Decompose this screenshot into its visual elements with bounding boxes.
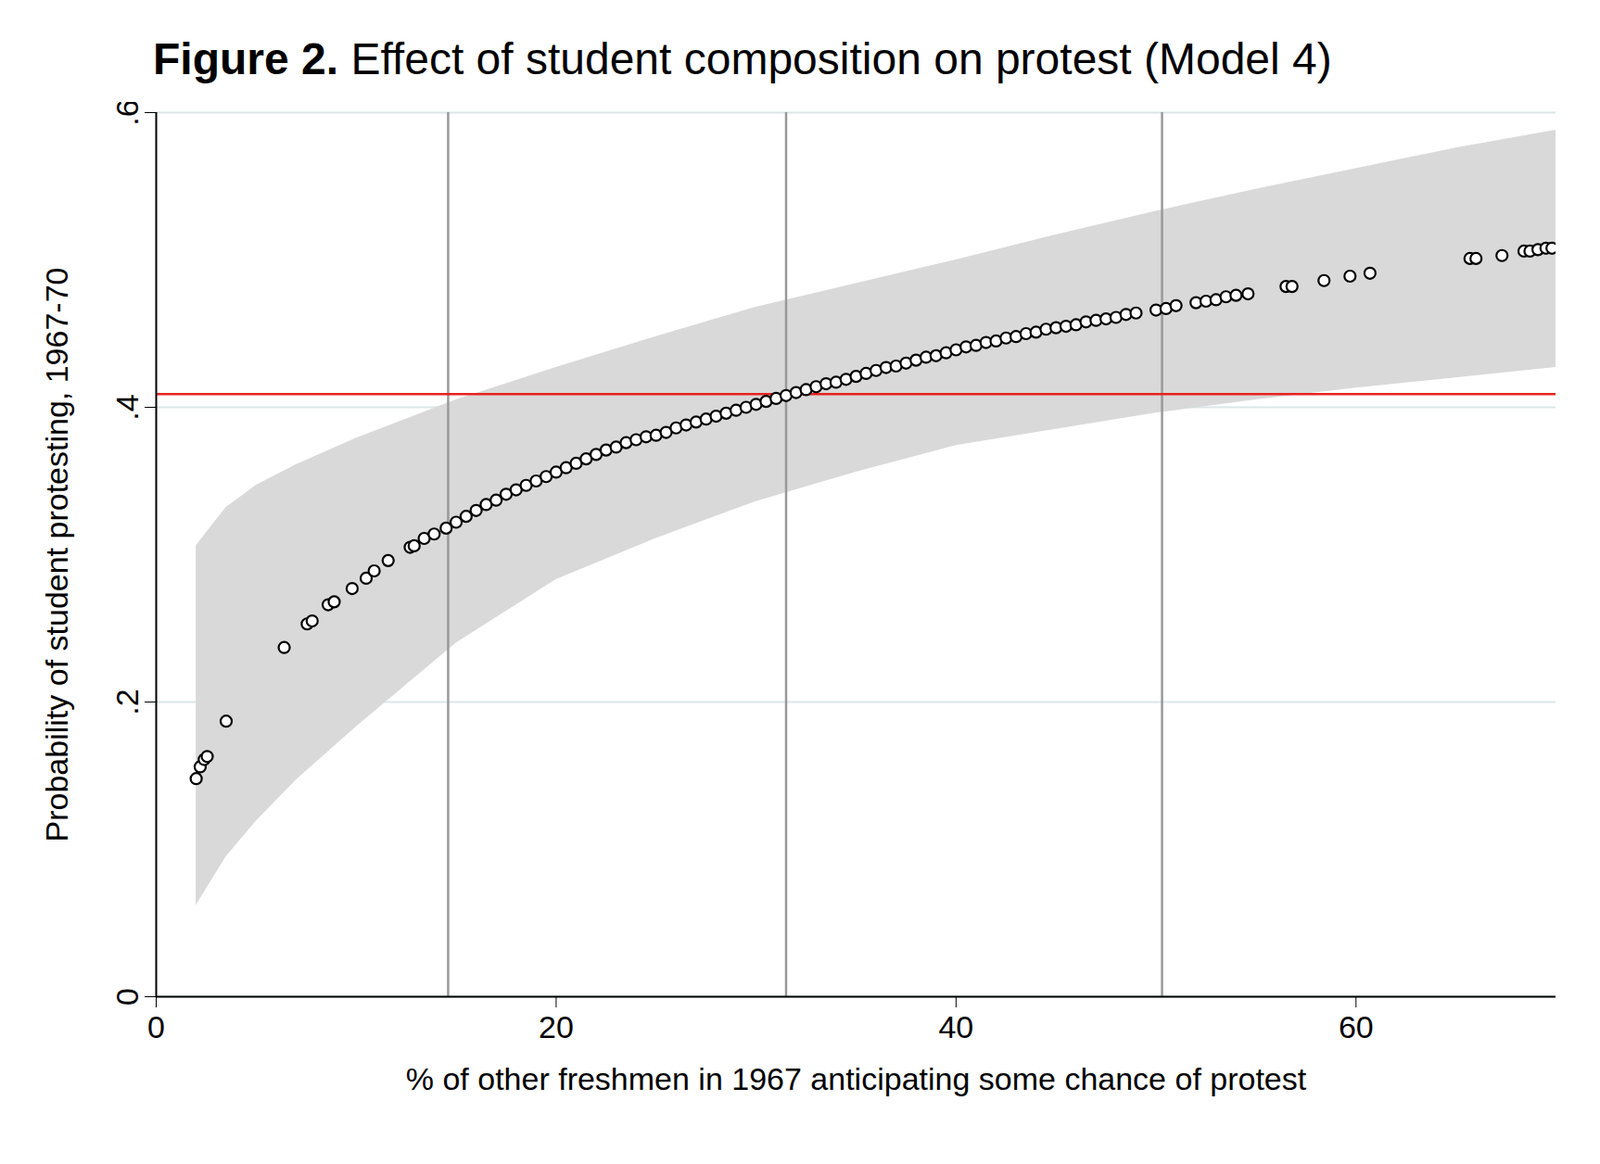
svg-text:Probability of student protest: Probability of student protesting, 1967-… (38, 267, 75, 843)
svg-text:0: 0 (109, 988, 145, 1006)
svg-text:.6: .6 (109, 101, 145, 127)
svg-text:0: 0 (147, 1009, 166, 1045)
svg-text:% of other freshmen in 1967 an: % of other freshmen in 1967 anticipating… (406, 1061, 1308, 1097)
svg-text:.4: .4 (109, 393, 145, 420)
svg-text:20: 20 (538, 1009, 574, 1045)
svg-text:40: 40 (938, 1009, 974, 1045)
svg-text:60: 60 (1338, 1009, 1374, 1045)
svg-text:.2: .2 (109, 688, 145, 715)
html-text:Figure 2. Effect of student co: Figure 2. Effect of student composition … (152, 34, 1332, 84)
